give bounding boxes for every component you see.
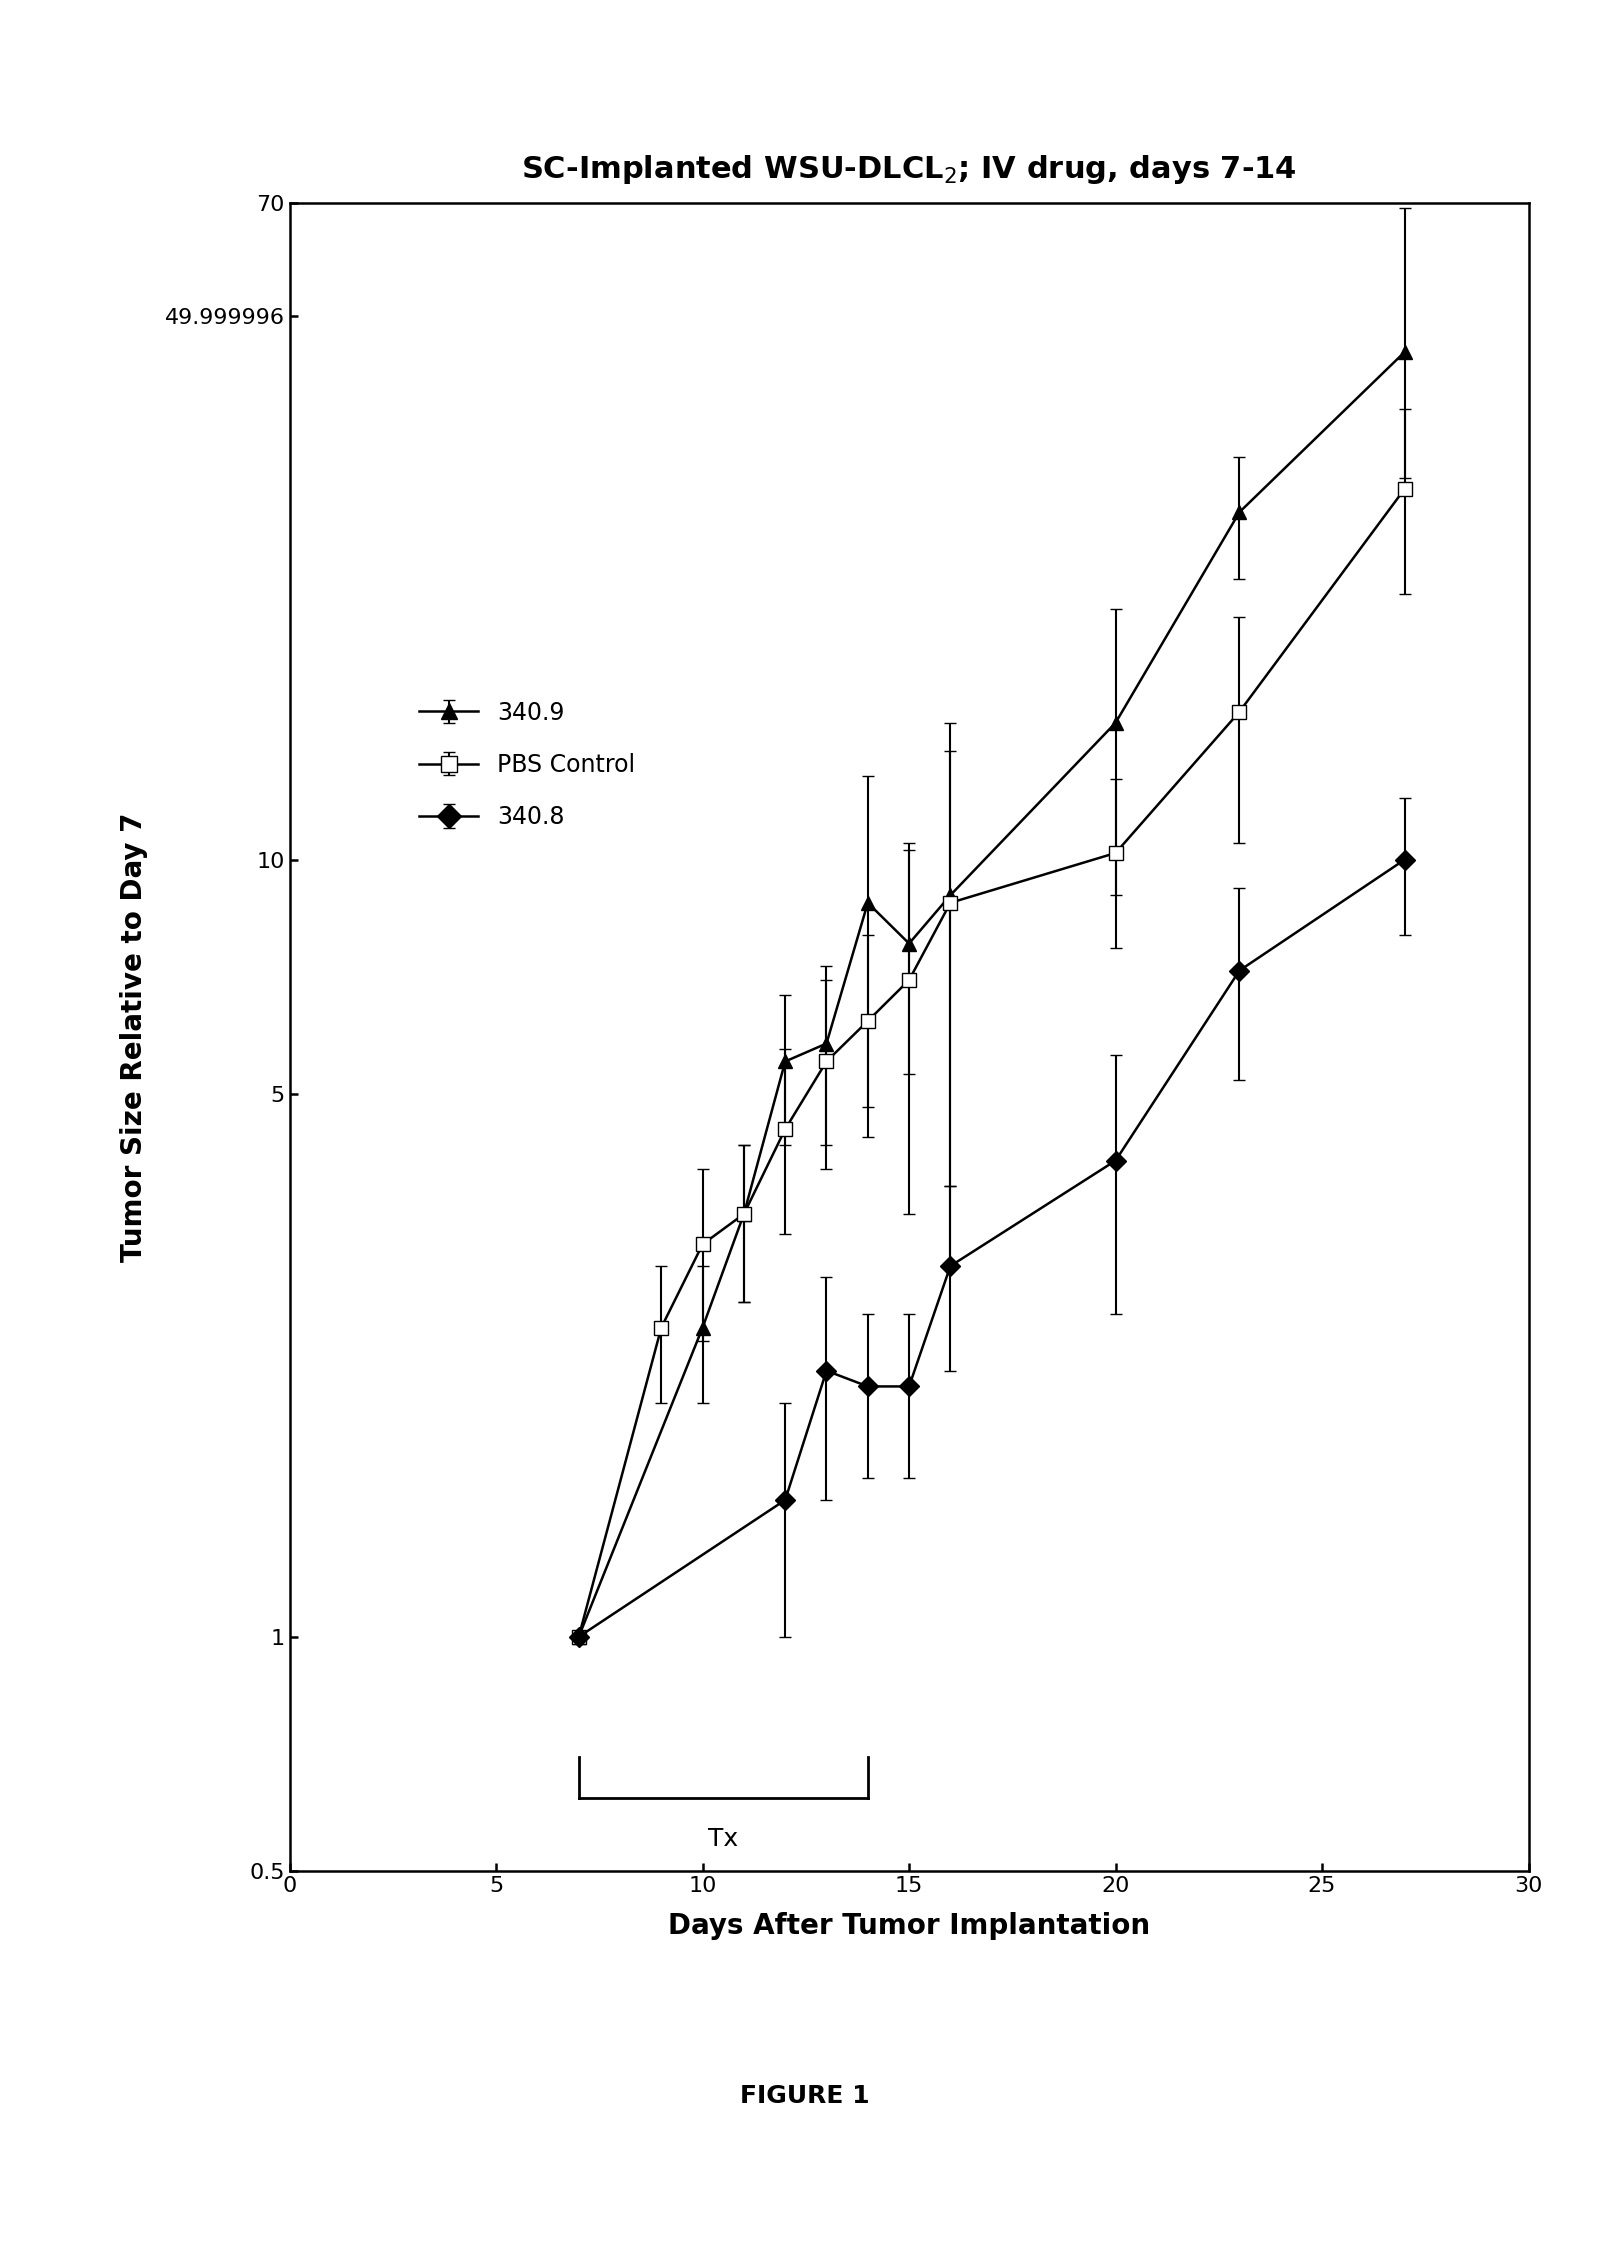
X-axis label: Days After Tumor Implantation: Days After Tumor Implantation bbox=[668, 1911, 1150, 1941]
Y-axis label: Tumor Size Relative to Day 7: Tumor Size Relative to Day 7 bbox=[121, 811, 148, 1262]
Text: FIGURE 1: FIGURE 1 bbox=[740, 2085, 869, 2107]
Text: Tx: Tx bbox=[708, 1826, 739, 1851]
Title: SC-Implanted WSU-DLCL$_2$; IV drug, days 7-14: SC-Implanted WSU-DLCL$_2$; IV drug, days… bbox=[521, 153, 1297, 185]
Legend: 340.9, PBS Control, 340.8: 340.9, PBS Control, 340.8 bbox=[401, 681, 655, 848]
